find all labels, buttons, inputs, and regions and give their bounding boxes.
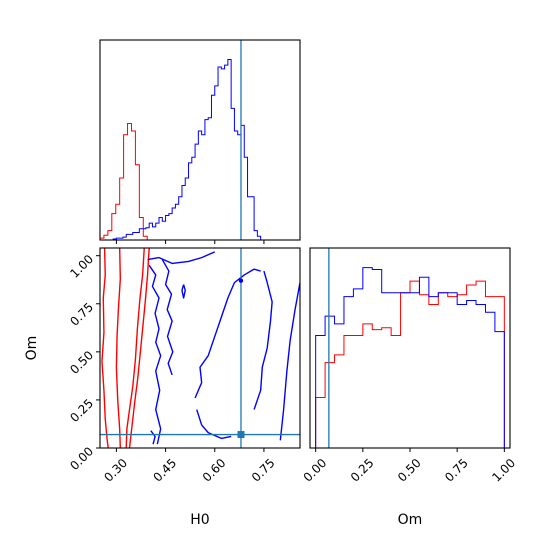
om-histogram-series-1 xyxy=(315,280,505,448)
h0-marginal-panel xyxy=(99,39,301,244)
contour-line-8 xyxy=(148,264,162,445)
contour-line-1 xyxy=(101,248,109,448)
x-tick-label-3: 0.60 xyxy=(200,456,229,485)
y-tick-label-2: 0.25 xyxy=(67,396,96,425)
om-x-tick-label-2: 0.25 xyxy=(348,456,377,485)
x-tick-label-4: 0.75 xyxy=(249,456,278,485)
x-axis-label: H0 xyxy=(190,512,209,528)
contour-frame xyxy=(99,247,301,449)
y-tick-label-3: 0.50 xyxy=(67,348,96,377)
contour-line-15 xyxy=(150,430,156,445)
contour-line-11 xyxy=(196,409,232,440)
y-axis-label: Om xyxy=(24,336,40,361)
x-tick-label-1: 0.30 xyxy=(101,456,130,485)
om-x-tick-label-4: 0.75 xyxy=(442,456,471,485)
contour-line-3 xyxy=(125,248,145,448)
contour-line-12 xyxy=(253,270,273,410)
contour-line-7 xyxy=(147,251,216,265)
y-tick-label-5: 1.00 xyxy=(67,252,96,281)
y-tick-label-1: 0.00 xyxy=(67,444,96,473)
contour-line-14 xyxy=(181,284,186,299)
contour-line-2 xyxy=(115,248,122,448)
contour-line-4 xyxy=(128,248,150,448)
y-tick-label-4: 0.75 xyxy=(67,300,96,329)
om-histogram-series-2 xyxy=(315,267,505,448)
om-x-tick-label-1: 0.00 xyxy=(301,456,330,485)
h0-histogram-series-1 xyxy=(99,122,152,241)
h0-marginal-frame xyxy=(99,39,301,241)
contour-line-9 xyxy=(161,259,174,376)
om-marginal-panel: 0.00 0.25 0.50 0.75 1.00 Om xyxy=(301,247,518,528)
x-tick-label-2: 0.45 xyxy=(151,456,180,485)
h0-om-contour-panel: 0.30 0.45 0.60 0.75 0.00 0.25 0.50 0.75 1.00 H0 Om xyxy=(24,247,301,528)
h0-histogram-series-2 xyxy=(100,59,264,241)
contour-dot xyxy=(238,278,244,283)
truth-marker xyxy=(237,431,245,439)
om-marginal-frame xyxy=(309,247,511,449)
contour-lines-group xyxy=(100,248,300,448)
contour-line-10 xyxy=(194,268,261,399)
contour-line-13 xyxy=(279,282,300,441)
om-x-axis-label: Om xyxy=(398,512,423,528)
om-x-tick-label-5: 1.00 xyxy=(489,456,518,485)
om-x-tick-label-3: 0.50 xyxy=(395,456,424,485)
contour-line-6 xyxy=(100,388,101,391)
